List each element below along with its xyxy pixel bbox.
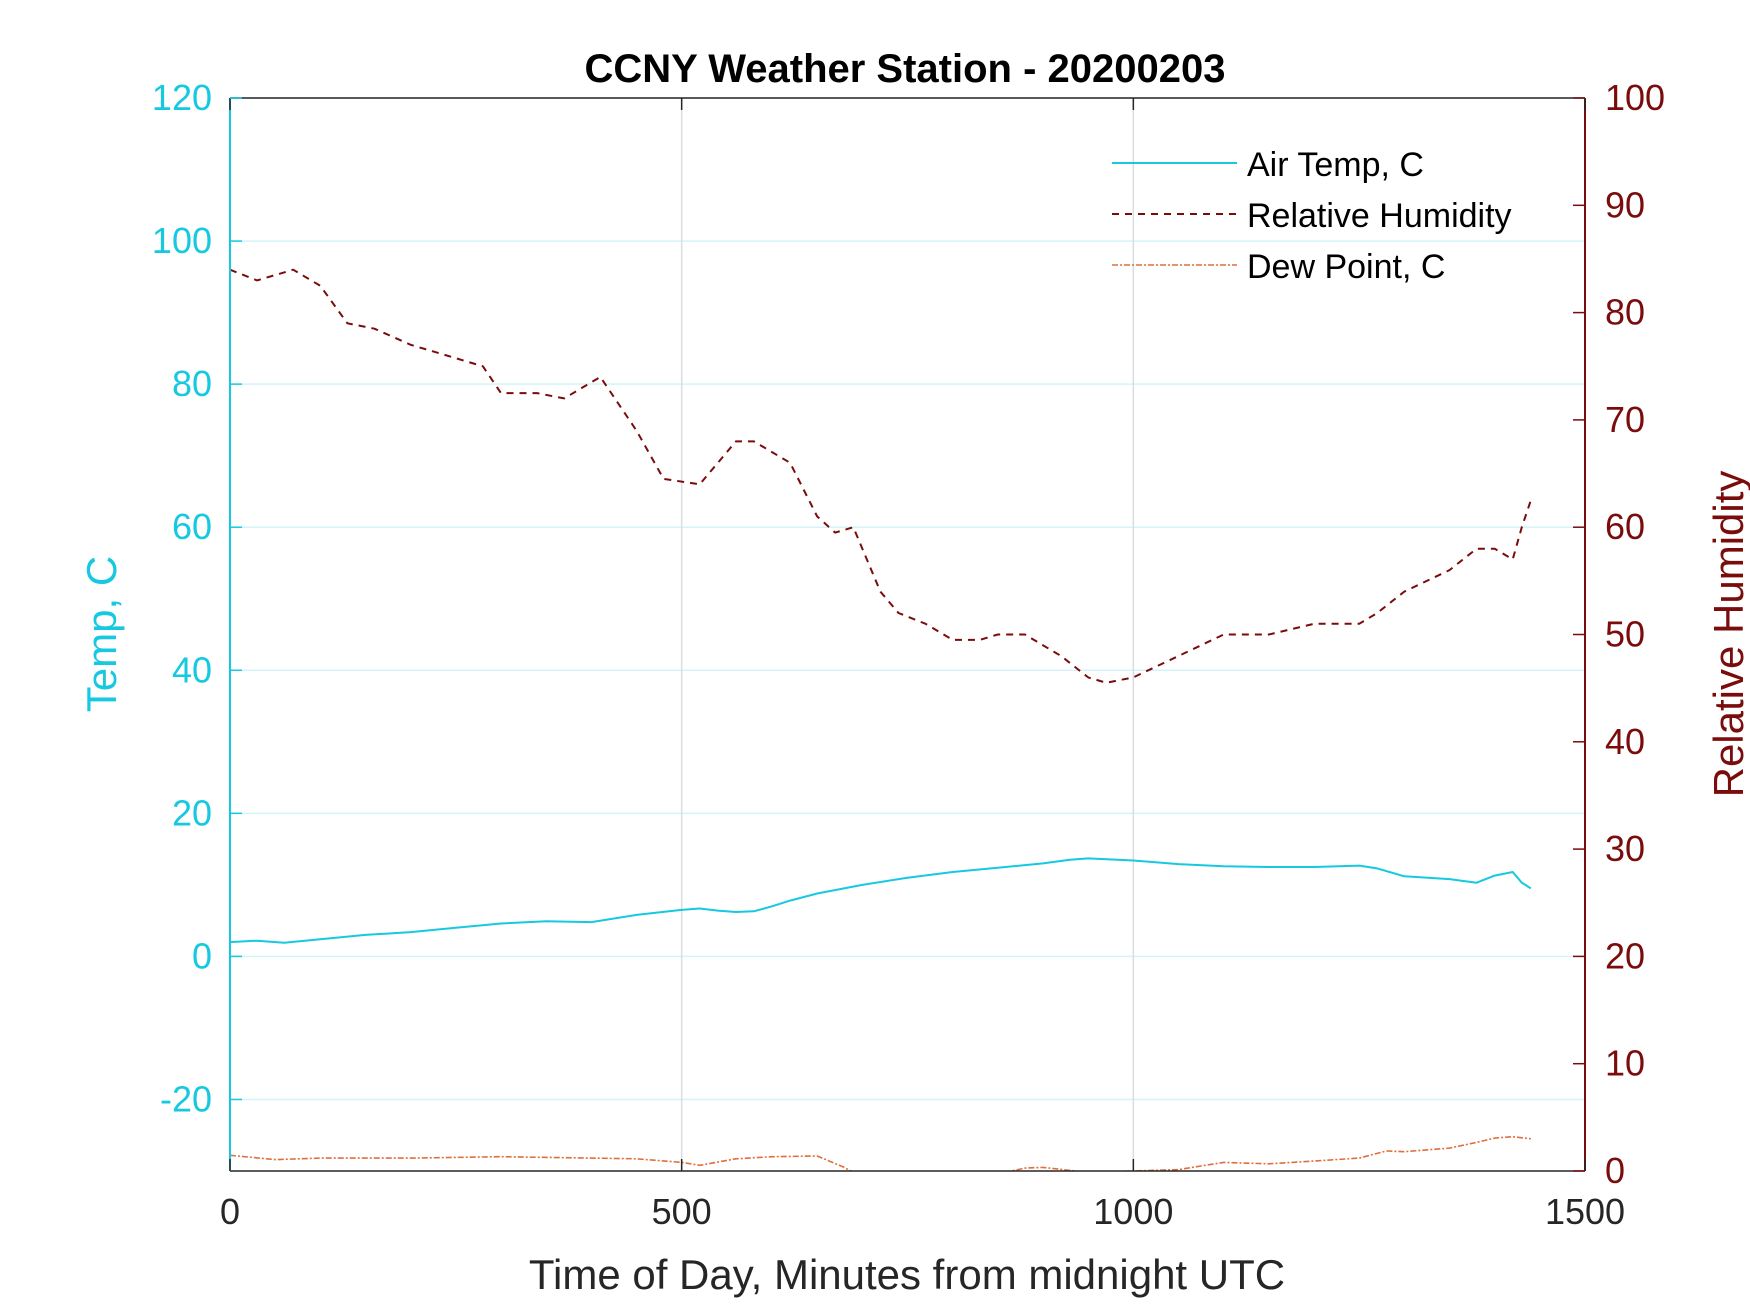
legend-label-dew-point: Dew Point, C	[1247, 248, 1445, 286]
chart-title: CCNY Weather Station - 20200203	[585, 47, 1226, 91]
x-tick-label: 0	[220, 1191, 240, 1232]
y-right-tick-label: 10	[1605, 1043, 1645, 1084]
y-right-tick-label: 80	[1605, 292, 1645, 333]
y-left-tick-label: 40	[172, 649, 212, 690]
right-axis-label: Relative Humidity	[1705, 471, 1750, 798]
y-right-tick-label: 70	[1605, 399, 1645, 440]
y-left-tick-label: 100	[152, 220, 212, 261]
y-right-tick-label: 40	[1605, 721, 1645, 762]
y-left-tick-label: 60	[172, 506, 212, 547]
x-tick-label: 1000	[1093, 1191, 1173, 1232]
y-right-tick-label: 90	[1605, 184, 1645, 225]
series-layer	[230, 268, 1532, 1171]
legend-label-relative-humidity: Relative Humidity	[1247, 197, 1512, 235]
x-axis-label: Time of Day, Minutes from midnight UTC	[529, 1251, 1285, 1298]
y-left-tick-label: -20	[160, 1078, 212, 1119]
y-right-tick-label: 50	[1605, 614, 1645, 655]
y-right-tick-label: 0	[1605, 1150, 1625, 1191]
dew-point-line	[230, 1135, 1531, 1171]
x-tick-label: 1500	[1545, 1191, 1625, 1232]
air-temp-line	[230, 857, 1532, 944]
ticks-layer: 0 500 1000 1500 -20 0 20 40 60 80 100 120 0 10 20 30 40 5…	[152, 77, 1665, 1232]
y-right-tick-label: 20	[1605, 935, 1645, 976]
legend-label-air-temp: Air Temp, C	[1247, 146, 1424, 184]
legend: Air Temp, C Relative Humidity Dew Point,…	[1112, 146, 1512, 286]
y-left-tick-label: 20	[172, 792, 212, 833]
x-tick-label: 500	[652, 1191, 712, 1232]
y-right-tick-label: 60	[1605, 506, 1645, 547]
y-left-tick-label: 80	[172, 363, 212, 404]
y-left-tick-label: 0	[192, 935, 212, 976]
left-axis-label: Temp, C	[78, 556, 125, 712]
y-right-tick-label: 30	[1605, 828, 1645, 869]
y-left-tick-label: 120	[152, 77, 212, 118]
y-right-tick-label: 100	[1605, 77, 1665, 118]
relative-humidity-line	[230, 268, 1532, 684]
plot-area	[230, 98, 1585, 1171]
